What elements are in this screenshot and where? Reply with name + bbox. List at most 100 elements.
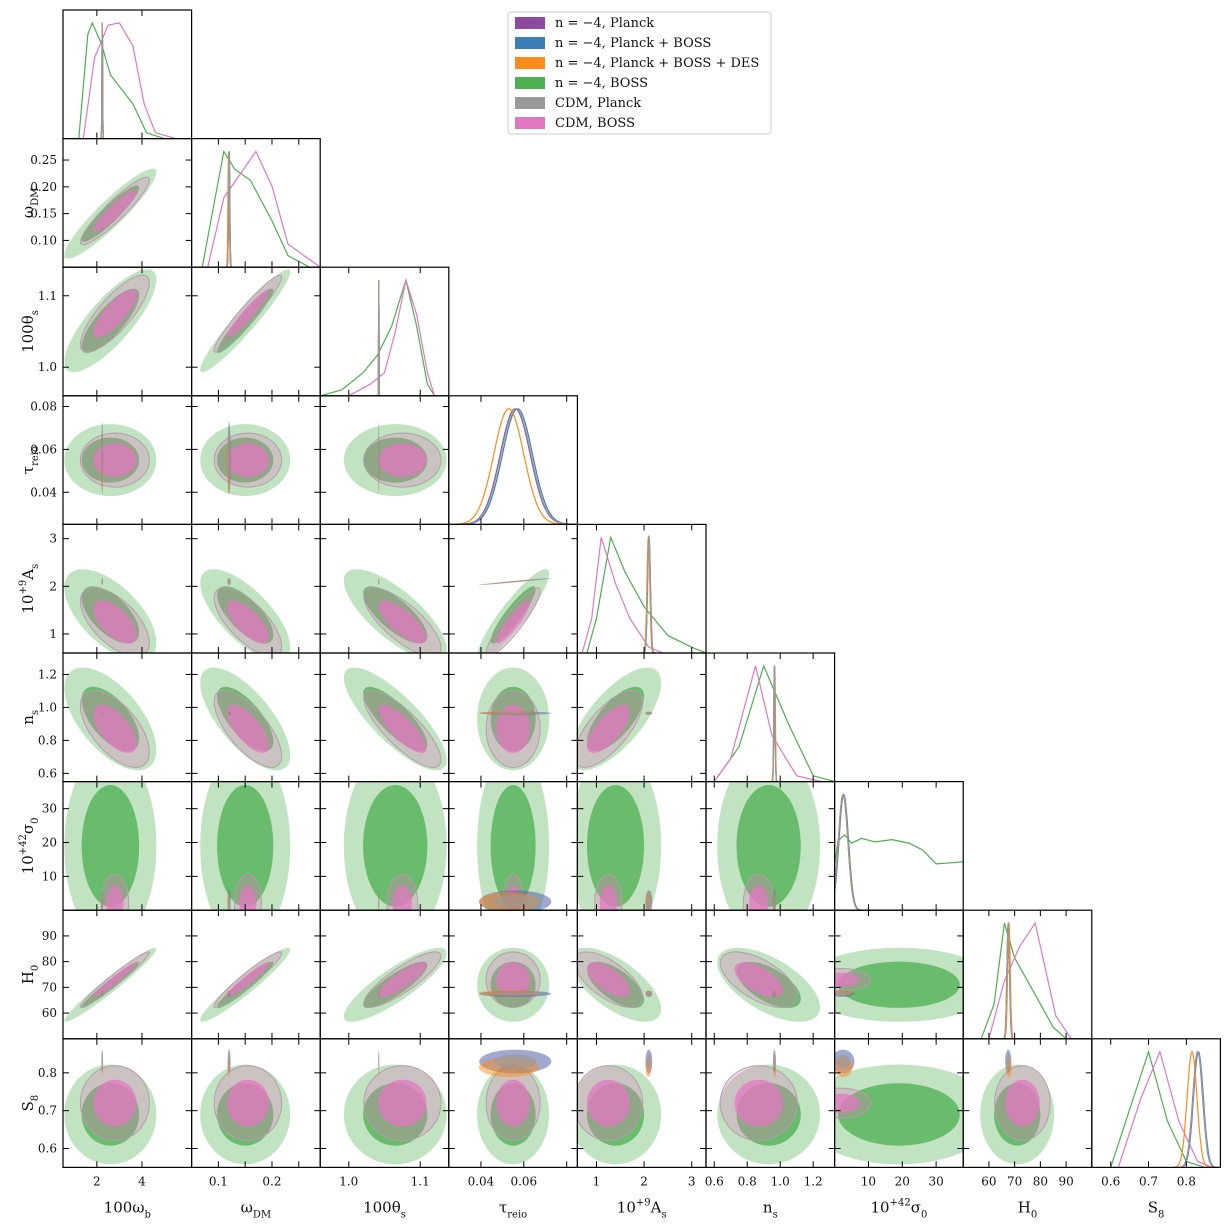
curve-n-4-planck (834, 793, 863, 911)
curve-cdm-planck (226, 151, 233, 268)
y-tick-label: 2 (49, 579, 57, 593)
x-tick-label: 0.6 (1101, 1174, 1120, 1188)
contour-cdm-planck (228, 894, 230, 909)
x-tick-label: 1.1 (411, 1174, 430, 1188)
contour-cdm-boss-68 (226, 704, 269, 753)
y-axis-label-S8: S8 (19, 1095, 41, 1112)
legend-label: n = −4, Planck + BOSS + DES (555, 56, 759, 71)
legend-label: n = −4, Planck (555, 16, 654, 31)
contour-cdm-planck (101, 228, 103, 231)
contour-cdm-boss-68 (378, 1079, 427, 1127)
x-tick-label: 1.0 (771, 1174, 790, 1188)
contour-cdm-planck (493, 894, 537, 909)
panel-H0-vs-ns (717, 947, 821, 1022)
panel-sigma-vs-tau (477, 781, 552, 911)
panel-ns-vs-tau (477, 667, 552, 771)
y-axis-label-wdm: ωDM (19, 188, 41, 219)
curve-cdm-boss (581, 537, 664, 654)
contour-cdm-planck (101, 336, 103, 338)
panel-S8-vs-S8 (1110, 1049, 1219, 1168)
x-tick-label: 60 (981, 1174, 996, 1188)
contour-cdm-planck (646, 712, 651, 715)
contour-cdm-boss-68 (226, 600, 269, 644)
contour-cdm-boss-68 (93, 289, 137, 338)
curve-cdm-planck (771, 665, 778, 782)
legend-swatch (515, 117, 545, 129)
contour-cdm-boss-68 (226, 289, 269, 338)
y-tick-label: 60 (42, 1006, 57, 1020)
curve-n-4-planck-boss-des (1172, 1050, 1212, 1168)
y-tick-label: 0.15 (30, 207, 57, 221)
panel-As-vs-wdm (200, 569, 291, 654)
curve-cdm-boss (1117, 1049, 1214, 1168)
contour-cdm-planck (646, 991, 651, 996)
x-axis-label-ns: ns (763, 1198, 778, 1220)
contour-cdm-boss-68 (226, 443, 269, 477)
y-tick-label: 1 (49, 627, 57, 641)
y-axis-label-theta: 100θs (19, 310, 41, 353)
contour-cdm-planck (836, 1054, 850, 1069)
y-axis-label-As: 10+9As (18, 564, 41, 614)
contour-cdm-boss-68 (392, 885, 412, 911)
curve-cdm-planck (834, 793, 863, 911)
contour-cdm-boss-68 (93, 1079, 137, 1127)
curve-n-4-planck-boss (834, 793, 863, 911)
curve-cdm-boss (82, 22, 176, 139)
x-tick-label: 0.6 (705, 1174, 724, 1188)
contour-cdm-boss-68 (106, 885, 124, 911)
contour-cdm-planck (646, 894, 651, 909)
legend-label: n = −4, BOSS (555, 76, 648, 91)
panel-theta-vs-theta (320, 277, 436, 396)
curve-n4-boss (586, 535, 707, 654)
curve-n4-boss (320, 277, 436, 396)
y-tick-label: 0.6 (38, 766, 57, 780)
contour-cdm-boss-68 (226, 962, 269, 997)
x-axis-label-sigma: 10+42σ0 (870, 1197, 927, 1220)
contour-cdm-boss-68 (93, 443, 137, 477)
x-tick-label: 20 (895, 1174, 910, 1188)
curve-n4-boss (834, 834, 964, 865)
curve-cdm-boss (713, 665, 822, 782)
x-axis-label-wdm: ωDM (241, 1198, 272, 1220)
y-tick-label: 80 (42, 955, 57, 969)
y-tick-label: 0.04 (30, 485, 57, 499)
panel-theta-vs-wdm (200, 269, 291, 373)
contour-cdm-boss-68 (586, 704, 630, 753)
legend-swatch (515, 57, 545, 69)
contour-cdm-planck (1006, 1054, 1011, 1069)
contour-cdm-boss-68 (834, 1093, 860, 1113)
contour-cdm-planck (378, 894, 380, 909)
x-tick-label: 1 (593, 1174, 601, 1188)
y-tick-label: 1.0 (38, 360, 57, 374)
panel-S8-vs-tau (477, 1049, 552, 1165)
x-tick-label: 0.8 (1177, 1174, 1196, 1188)
x-tick-label: 90 (1058, 1174, 1073, 1188)
panel-frame (191, 266, 321, 397)
y-tick-label: 20 (42, 836, 57, 850)
curve-n-4-planck (455, 408, 576, 525)
y-tick-label: 0.8 (38, 733, 57, 747)
legend-frame (507, 11, 772, 135)
panel-ns-vs-wb (64, 667, 157, 771)
panel-H0-vs-wdm (200, 947, 291, 1022)
y-axis-label-tau: τreio (19, 446, 41, 474)
panel-S8-vs-wdm (200, 1049, 291, 1165)
x-axis-label-S8: S8 (1148, 1198, 1165, 1220)
panel-frame (705, 652, 836, 783)
panel-H0-vs-H0 (980, 921, 1072, 1039)
x-axis-label-theta: 100θs (363, 1198, 406, 1220)
x-axis-label-tau: τreio (499, 1198, 527, 1220)
contour-cdm-boss-68 (734, 1079, 783, 1127)
panel-frame (962, 909, 1093, 1040)
x-tick-label: 0.1 (209, 1174, 228, 1188)
contour-cdm-planck (836, 991, 850, 996)
x-tick-label: 0.7 (1139, 1174, 1158, 1188)
y-tick-label: 0.10 (30, 233, 57, 247)
y-tick-label: 1.0 (38, 700, 57, 714)
panel-S8-vs-H0 (980, 1049, 1055, 1165)
contour-cdm-boss-68 (1005, 1079, 1040, 1127)
curve-n-4-planck-boss (1178, 1050, 1219, 1168)
y-tick-label: 0.25 (30, 153, 57, 167)
x-tick-label: 2 (640, 1174, 648, 1188)
contour-cdm-planck (228, 336, 230, 338)
